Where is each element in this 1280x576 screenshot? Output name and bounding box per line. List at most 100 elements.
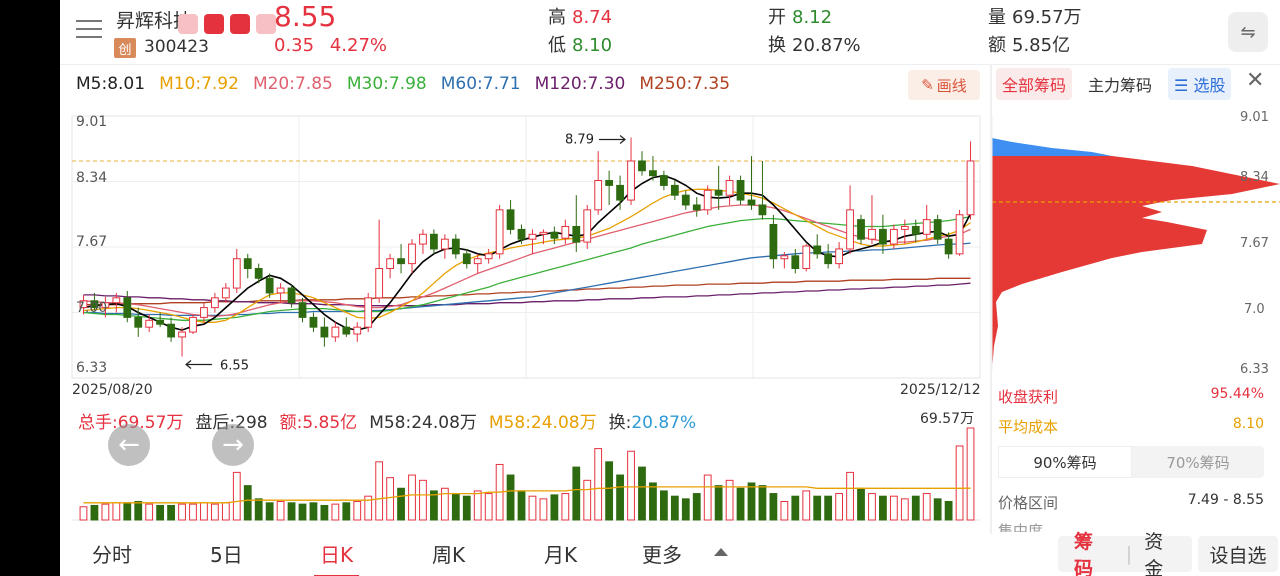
chips-button[interactable]: 筹码 [1074,531,1094,576]
volume-bar [725,479,734,521]
stock-code: 300423 [144,37,209,57]
low-annotation: 6.55 [220,358,249,373]
ma5-label: M5:8.01 [76,74,146,94]
volume-bar [473,490,482,521]
arrow-left-icon[interactable]: ← [108,424,150,466]
candle-body [868,228,876,240]
volume-bar [758,485,767,521]
pencil-icon: ✎ [921,76,934,94]
candle-body [900,225,909,230]
change-pct: 4.27% [329,35,387,56]
volume-bar [254,498,263,521]
y-tick-label: 9.01 [76,114,108,130]
tab-more[interactable]: 更多 [642,542,682,567]
funds-button[interactable]: 资金 [1144,531,1164,576]
toggle-70-percent[interactable]: 70%筹码 [1166,453,1230,472]
candle-body [572,225,581,243]
y-tick-label: 6.33 [76,360,108,376]
volume-bar [386,477,395,521]
tab-all-chips[interactable]: 全部筹码 [996,68,1073,100]
badge-icon[interactable] [178,14,198,34]
candle-body [473,258,482,265]
caret-up-icon[interactable] [714,548,728,556]
ma60-label: M60:7.71 [440,74,521,94]
volume-bar [408,474,416,521]
candle-body [221,287,230,299]
volume-bar [703,474,712,521]
candle-body [145,319,154,328]
volume-bar [616,474,624,521]
volume-bar [462,495,471,521]
chip-y-tick: 9.01 [1240,110,1269,125]
draw-line-button[interactable]: ✎ 画线 [908,70,980,100]
candle-body [430,233,438,250]
tab-daily-k[interactable]: 日K [313,539,360,576]
arrow-right-icon[interactable]: → [212,424,254,466]
volume-bar [605,461,614,521]
tab-intraday[interactable]: 分时 [92,542,132,567]
quote-open: 开 8.12 [768,7,833,28]
volume-bar [649,482,657,521]
volume-bar [846,471,854,521]
close-icon[interactable]: ✕ [1246,68,1265,93]
volume-bar [955,445,964,521]
volume-bar [933,498,942,521]
candle-body [364,297,373,328]
volume-bar [857,487,865,521]
toggle-90-percent[interactable]: 90%筹码 [998,446,1132,478]
add-watchlist-button[interactable]: 设自选 [1198,536,1278,572]
candle-body [780,255,789,260]
candle-body [889,228,898,245]
badge-icon[interactable] [256,14,276,34]
volume-bar [791,495,800,521]
volume-bar [966,427,975,521]
tab-main-chips[interactable]: 主力筹码 [1088,76,1153,95]
stock-picker-button[interactable]: ☰ 选股 [1168,68,1232,100]
menu-icon[interactable] [76,20,102,42]
candle-body [539,231,548,235]
phone-rotate-icon[interactable]: ⇋ [1228,12,1268,52]
candle-body [879,228,887,245]
candle-body [649,170,657,177]
list-icon: ☰ [1174,76,1194,95]
stock-detail-screen: 昇辉科技 8.55 创 300423 0.35 4.27% 高 8.74 低 8.1… [60,0,1280,576]
tab-weekly-k[interactable]: 周K [432,542,466,567]
candle-body [922,219,931,235]
volume-bar [375,461,384,521]
volume-ma-line [83,486,971,504]
candle-body [331,326,340,338]
volume-bar [868,493,876,521]
tab-monthly-k[interactable]: 月K [544,542,578,567]
candle-body [200,307,208,318]
chip-loss-area [992,138,1112,158]
candle-body [462,253,471,265]
volume-bar [134,500,143,521]
chip-y-tick: 7.0 [1244,302,1265,317]
candle-body [397,258,405,265]
volume-bar [714,485,723,521]
volume-bar [79,506,88,521]
candle-body [955,214,964,255]
candle-body [616,184,624,201]
volume-legend: 总手:69.57万 盘后:298 额:5.85亿 M58:24.08万 M58:… [78,408,696,433]
volume-bar [802,490,811,521]
volume-bar [517,490,526,521]
badge-icon[interactable] [230,14,250,34]
candle-body [440,238,449,250]
volume-bar [550,494,559,521]
chip-tabs: 全部筹码 主力筹码 ☰ 选股 [996,68,1232,100]
volume-bar [638,466,646,521]
candle-body [495,209,504,255]
y-tick-label: 7.67 [76,234,108,250]
volume-bar [879,495,887,521]
kline-chart[interactable]: 8.79 6.55 [70,106,982,526]
volume-bar [320,504,329,521]
candle-body [134,316,143,328]
badge-icon[interactable] [204,14,224,34]
chip-distribution-chart [992,116,1280,370]
chip-y-tick: 8.34 [1240,170,1269,185]
volume-bar [342,502,351,521]
quote-low: 低 8.10 [548,35,613,56]
tab-5day[interactable]: 5日 [210,542,243,567]
volume-bar [419,479,427,521]
